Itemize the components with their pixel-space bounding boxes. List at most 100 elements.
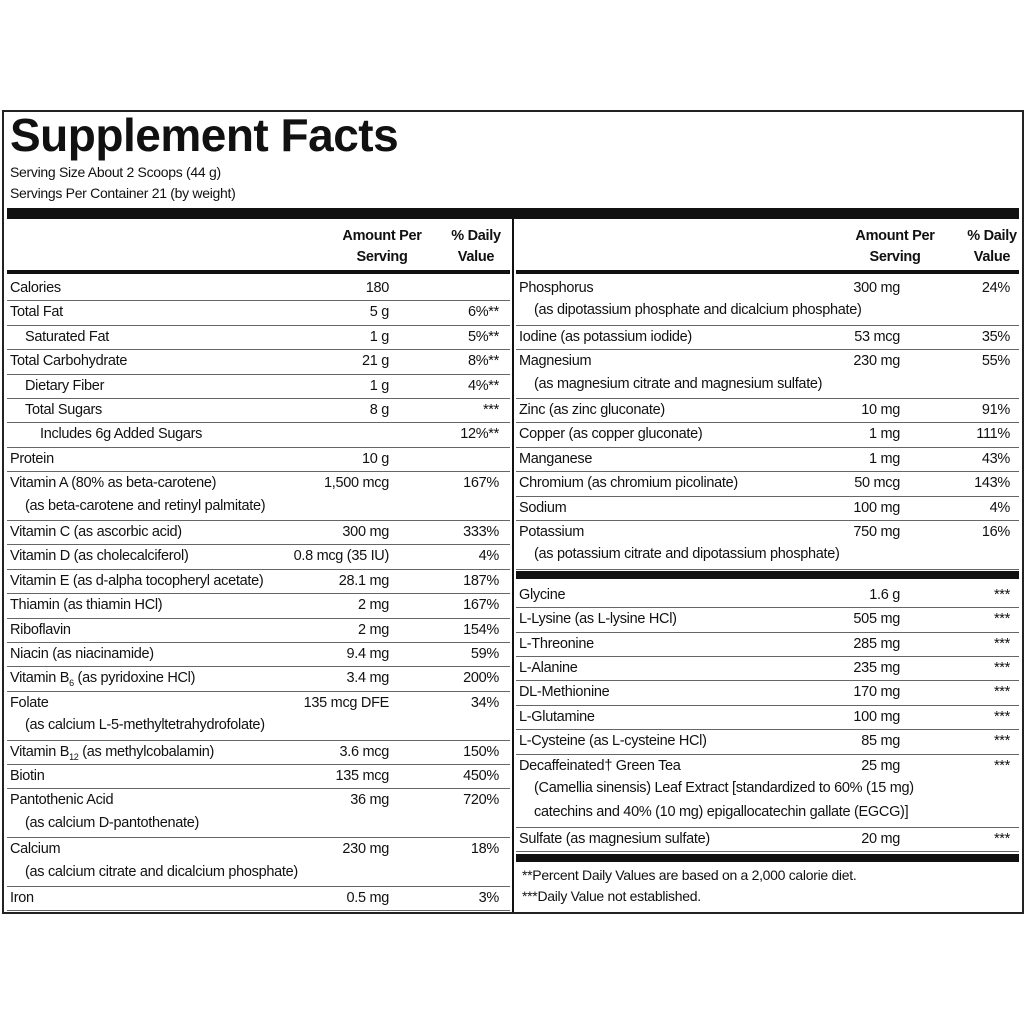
amount: 235 mg — [853, 660, 900, 676]
name-subscript: 6 — [69, 678, 74, 689]
nutrient-name: Potassium — [519, 520, 584, 544]
daily-value: 333% — [463, 524, 499, 540]
daily-value: 5%** — [467, 328, 499, 345]
name-text: Chromium (as chromium picolinate) — [519, 475, 738, 492]
daily-value: *** — [993, 660, 1010, 676]
nutrient-name: Decaffeinated† Green Tea — [519, 754, 681, 778]
nutrient-row: Includes 6g Added Sugars 12%** — [7, 422, 510, 448]
nutrient-row: Riboflavin 2 mg 154% — [7, 618, 510, 643]
nutrient-row: Vitamin B6 (as pyridoxine HCl) 3.4 mg 200% — [7, 666, 510, 692]
name-text: Glycine — [519, 586, 566, 603]
daily-value: 150% — [463, 743, 499, 760]
name-text: Iodine (as potassium iodide) — [519, 328, 692, 345]
nutrient-row: Chromium (as chromium picolinate) 50 mcg 1… — [516, 471, 1019, 497]
nutrient-name: L-Glutamine — [519, 705, 595, 729]
nutrient-row: Copper (as copper gluconate) 1 mg 111% — [516, 422, 1019, 448]
nutrient-row: Total Carbohydrate 21 g 8%** — [7, 349, 510, 375]
daily-value: 24% — [981, 280, 1010, 296]
name-text: Zinc (as zinc gluconate) — [519, 402, 665, 418]
thick-rule — [516, 854, 1019, 863]
nutrient-detail: (as calcium L-5-methyltetrahydrofolate) — [25, 717, 265, 734]
nutrient-row: Vitamin D (as cholecalciferol) 0.8 mcg (3… — [7, 544, 510, 570]
nutrient-detail: (as magnesium citrate and magnesium sulf… — [534, 375, 823, 392]
name-text: Decaffeinated† Green Tea — [519, 757, 681, 774]
name-text: Total Fat — [10, 304, 63, 321]
nutrient-row: Thiamin (as thiamin HCl) 2 mg 167% — [7, 593, 510, 619]
nutrient-row: Manganese 1 mg 43% — [516, 447, 1019, 473]
nutrient-row: Iron 0.5 mg 3% — [7, 886, 510, 912]
amount: 100 mg — [853, 708, 900, 725]
amount: 9.4 mg — [346, 646, 389, 662]
nutrient-name: Biotin — [10, 764, 45, 788]
nutrient-name: Copper (as copper gluconate) — [519, 422, 703, 446]
name-text: Vitamin A (80% as beta-carotene) — [10, 475, 217, 492]
amount: 10 g — [361, 450, 389, 467]
nutrient-row: Saturated Fat 1 g 5%** — [7, 325, 510, 351]
daily-value: 91% — [981, 402, 1010, 418]
amount: 3.4 mg — [346, 670, 389, 687]
amount: 180 — [365, 280, 390, 296]
nutrient-name: DL-Methionine — [519, 680, 610, 704]
name-text: L-Cysteine (as L-cysteine HCl) — [519, 733, 707, 750]
amount: 230 mg — [853, 353, 900, 370]
name-text: Niacin (as niacinamide) — [10, 646, 154, 662]
daily-value: 720% — [463, 792, 499, 809]
nutrient-row: L-Cysteine (as L-cysteine HCl) 85 mg *** — [516, 729, 1019, 755]
nutrient-detail: catechins and 40% (10 mg) epigallocatech… — [534, 804, 909, 821]
name-text: (as methylcobalamin) — [78, 743, 215, 760]
daily-value: 55% — [981, 353, 1010, 370]
nutrient-name: Total Carbohydrate — [10, 349, 127, 373]
daily-value: *** — [993, 733, 1010, 750]
amount: 1.6 g — [869, 586, 900, 603]
header-rule — [7, 270, 510, 274]
name-text: Includes 6g Added Sugars — [40, 426, 203, 443]
amount: 28.1 mg — [338, 572, 390, 589]
thick-rule — [516, 570, 1019, 579]
nutrient-row: Vitamin E (as d-alpha tocopheryl acetate… — [7, 569, 510, 595]
nutrient-name: Vitamin D (as cholecalciferol) — [10, 544, 189, 568]
nutrient-row: DL-Methionine 170 mg *** — [516, 680, 1019, 706]
name-text: Dietary Fiber — [25, 377, 105, 394]
header-line: Amount Per — [855, 228, 935, 244]
header-line: Serving — [356, 249, 408, 265]
name-text: Calories — [10, 280, 61, 296]
daily-value: 35% — [981, 328, 1010, 345]
nutrient-name: Protein — [10, 447, 54, 471]
name-text: (as pyridoxine HCl) — [73, 670, 196, 687]
footnote: **Percent Daily Values are based on a 2,… — [522, 867, 857, 884]
name-text: Riboflavin — [10, 621, 71, 638]
name-text: DL-Methionine — [519, 684, 610, 701]
nutrient-row: Potassium 750 mg 16% (as potassium citrate … — [516, 520, 1019, 570]
name-text: Saturated Fat — [25, 328, 109, 345]
amount: 1 g — [369, 377, 390, 394]
daily-value: 200% — [463, 670, 499, 687]
nutrient-row: L-Glutamine 100 mg *** — [516, 705, 1019, 731]
nutrient-row: Calories 180 — [7, 276, 510, 302]
header-line: Serving — [869, 249, 921, 265]
nutrient-row: L-Alanine 235 mg *** — [516, 656, 1019, 682]
amount: 300 mg — [342, 524, 389, 540]
nutrient-name: Vitamin E (as d-alpha tocopheryl acetate… — [10, 569, 264, 593]
name-text: Total Sugars — [25, 402, 102, 418]
nutrient-row: Vitamin C (as ascorbic acid) 300 mg 333% — [7, 520, 510, 546]
dv-header: % Daily Value — [436, 226, 516, 268]
amount: 230 mg — [342, 841, 389, 858]
nutrient-row: Iodine (as potassium iodide) 53 mcg 35% — [516, 325, 1019, 351]
nutrient-row: Dietary Fiber 1 g 4%** — [7, 374, 510, 399]
footnote: ***Daily Value not established. — [522, 888, 701, 905]
header-line: % Daily — [451, 228, 501, 244]
nutrient-name: Iodine (as potassium iodide) — [519, 325, 692, 349]
daily-value: 4% — [989, 499, 1011, 516]
daily-value: *** — [993, 586, 1010, 603]
amount: 36 mg — [350, 792, 389, 809]
amount: 53 mcg — [854, 328, 900, 345]
nutrient-row: Calcium 230 mg 18% (as calcium citrate and … — [7, 837, 510, 887]
column-divider — [512, 219, 514, 912]
header-line: Amount Per — [342, 228, 422, 244]
nutrient-name: Glycine — [519, 583, 566, 607]
amount: 3.6 mcg — [339, 743, 390, 760]
nutrient-name: Calories — [10, 276, 61, 300]
daily-value: 4%** — [467, 377, 499, 394]
name-text: Biotin — [10, 768, 45, 784]
nutrient-row: Sulfate (as magnesium sulfate) 20 mg *** — [516, 827, 1019, 853]
